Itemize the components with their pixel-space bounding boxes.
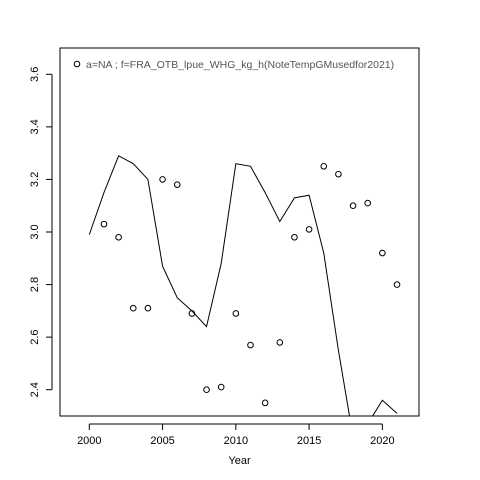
observed-point [129, 304, 137, 312]
y-tick-label: 2.8 [29, 277, 41, 292]
observed-point [349, 202, 357, 210]
x-tick-label: 2000 [77, 435, 101, 447]
observed-point [393, 281, 401, 288]
observed-point [232, 310, 240, 317]
y-tick-label: 3.2 [29, 172, 41, 187]
observed-point [100, 220, 108, 228]
observed-point [261, 399, 269, 407]
observed-point [364, 199, 372, 207]
observed-point [203, 386, 210, 394]
legend-symbol-icon [73, 60, 81, 68]
x-tick-label: 2020 [370, 435, 394, 447]
plot-frame [59, 47, 420, 417]
observed-point [379, 249, 386, 257]
y-tick-label: 2.4 [29, 382, 41, 397]
x-axis-title: Year [228, 455, 251, 467]
observed-point [159, 176, 166, 183]
y-tick-label: 3.4 [29, 119, 41, 134]
observed-point [247, 341, 254, 349]
observed-point [335, 170, 342, 178]
observed-point [144, 304, 152, 312]
observed-point [320, 162, 328, 170]
fitted-line [88, 155, 398, 416]
y-tick-label: 2.6 [29, 329, 41, 344]
observed-point [305, 226, 313, 233]
x-tick-label: 2005 [150, 435, 174, 447]
legend: a=NA ; f=FRA_OTB_lpue_WHG_kg_h(NoteTempG… [73, 59, 394, 71]
observed-point [173, 181, 181, 188]
observed-point [276, 339, 284, 346]
observed-point [217, 383, 225, 391]
observed-point [115, 233, 122, 241]
observed-point [188, 310, 196, 317]
observed-point [291, 233, 298, 241]
series-layer [88, 155, 401, 416]
y-tick-label: 3.0 [29, 224, 41, 239]
x-tick-label: 2010 [224, 435, 248, 447]
x-tick-label: 2015 [297, 435, 321, 447]
y-axis: 2.4 2.6 2.8 3.0 3.2 3.4 3.6 [29, 67, 53, 397]
legend-label: a=NA ; f=FRA_OTB_lpue_WHG_kg_h(NoteTempG… [86, 59, 394, 71]
y-tick-label: 3.6 [29, 67, 41, 82]
x-axis: 2000 2005 2010 2015 2020 [77, 423, 395, 447]
